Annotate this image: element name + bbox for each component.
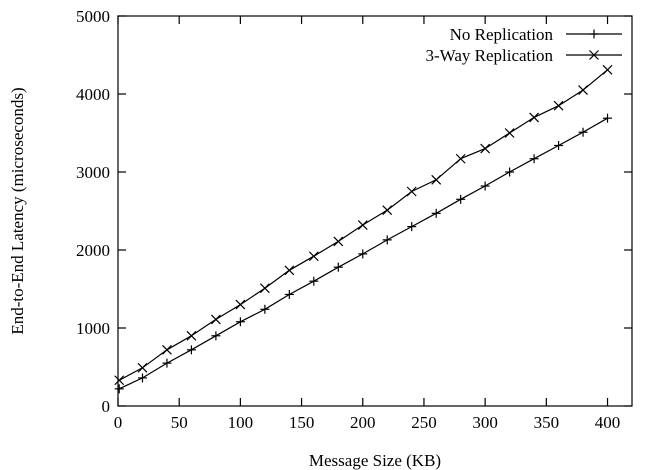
data-point-3-way-replication <box>114 375 125 386</box>
cross-marker-b <box>480 143 491 154</box>
y-tick-label: 2000 <box>76 241 110 260</box>
y-tick-label: 1000 <box>76 319 110 338</box>
data-point-no-replication <box>211 331 221 341</box>
cross-marker-b <box>235 299 246 310</box>
data-point-3-way-replication <box>529 112 540 123</box>
data-point-no-replication <box>480 181 490 191</box>
legend-label-no-replication: No Replication <box>450 25 554 44</box>
x-tick-label: 400 <box>595 413 621 432</box>
cross-marker-b <box>308 251 319 262</box>
data-point-no-replication <box>260 304 270 314</box>
data-point-no-replication <box>333 262 343 272</box>
cross-marker-b <box>382 205 393 216</box>
data-point-3-way-replication <box>504 128 515 138</box>
data-point-3-way-replication <box>455 153 466 164</box>
cross-marker-b <box>589 50 599 60</box>
series-3-way-replication <box>114 64 613 386</box>
legend-item-3-way-replication: 3-Way Replication <box>425 46 622 65</box>
cross-marker-b <box>455 153 466 164</box>
data-point-3-way-replication <box>137 362 148 373</box>
axis-tick-labels: 0 50 100 150 200 250 300 350 4000100020003000400… <box>76 7 620 432</box>
plot-frame <box>117 15 633 407</box>
data-point-no-replication <box>284 289 294 299</box>
data-point-no-replication <box>186 345 196 355</box>
x-tick-label: 100 <box>228 413 254 432</box>
data-point-no-replication <box>431 208 441 218</box>
cross-marker-b <box>406 186 417 197</box>
data-point-no-replication <box>382 235 392 245</box>
y-axis-title: End-to-End Latency (microseconds) <box>8 87 27 334</box>
data-point-no-replication <box>162 358 172 368</box>
x-tick-label: 200 <box>350 413 376 432</box>
data-point-no-replication <box>309 276 319 286</box>
x-tick-label: 300 <box>472 413 498 432</box>
data-point-3-way-replication <box>578 85 588 96</box>
x-tick-label: 350 <box>534 413 560 432</box>
data-point-no-replication <box>407 222 417 232</box>
data-point-no-replication <box>554 140 564 150</box>
data-point-no-replication <box>529 154 539 164</box>
legend-marker-no-replication <box>589 29 599 39</box>
legend-item-no-replication: No Replication <box>450 25 622 44</box>
data-point-3-way-replication <box>333 236 344 247</box>
data-point-3-way-replication <box>431 174 442 185</box>
data-point-no-replication <box>114 384 124 394</box>
cross-marker-b <box>137 362 148 373</box>
data-point-no-replication <box>235 317 245 327</box>
data-point-no-replication <box>578 127 588 137</box>
data-point-3-way-replication <box>308 251 319 262</box>
cross-marker-b <box>259 283 270 294</box>
y-tick-label: 3000 <box>76 163 110 182</box>
data-point-3-way-replication <box>357 220 368 230</box>
cross-marker-b <box>357 220 368 230</box>
x-axis-title: Message Size (KB) <box>309 451 441 470</box>
cross-marker-b <box>553 100 564 111</box>
cross-marker-b <box>504 128 515 138</box>
data-point-3-way-replication <box>210 314 221 325</box>
data-point-3-way-replication <box>162 344 172 355</box>
x-tick-label: 150 <box>289 413 315 432</box>
cross-marker-b <box>114 375 125 386</box>
data-point-3-way-replication <box>284 265 295 276</box>
cross-marker-b <box>431 174 442 185</box>
legend-label-3-way-replication: 3-Way Replication <box>425 46 553 65</box>
y-tick-label: 4000 <box>76 85 110 104</box>
cross-marker-b <box>333 236 344 247</box>
x-tick-label: 50 <box>171 413 188 432</box>
cross-marker-b <box>162 344 172 355</box>
cross-marker-b <box>529 112 540 123</box>
data-point-3-way-replication <box>406 186 417 197</box>
cross-marker-b <box>578 85 588 96</box>
legend: No Replication 3-Way Replication <box>425 25 622 65</box>
data-point-3-way-replication <box>602 64 613 75</box>
x-tick-label: 0 <box>114 413 123 432</box>
data-point-3-way-replication <box>480 143 491 154</box>
series-no-replication <box>114 113 613 394</box>
data-point-no-replication <box>456 194 466 204</box>
data-point-3-way-replication <box>382 205 393 216</box>
data-point-no-replication <box>358 249 368 259</box>
data-point-no-replication <box>137 373 147 383</box>
y-tick-label: 0 <box>102 397 111 416</box>
cross-marker-b <box>186 330 197 341</box>
y-tick-label: 5000 <box>76 7 110 26</box>
cross-marker-b <box>210 314 221 325</box>
cross-marker-b <box>602 64 613 75</box>
legend-marker-3-way-replication <box>589 50 599 60</box>
series-layer <box>114 64 613 394</box>
data-point-no-replication <box>505 167 515 177</box>
data-point-3-way-replication <box>259 283 270 294</box>
data-point-3-way-replication <box>553 100 564 111</box>
axis-ticks <box>117 15 632 407</box>
data-point-3-way-replication <box>235 299 246 310</box>
cross-marker-b <box>284 265 295 276</box>
data-point-no-replication <box>603 113 613 123</box>
x-tick-label: 250 <box>411 413 437 432</box>
data-point-3-way-replication <box>186 330 197 341</box>
